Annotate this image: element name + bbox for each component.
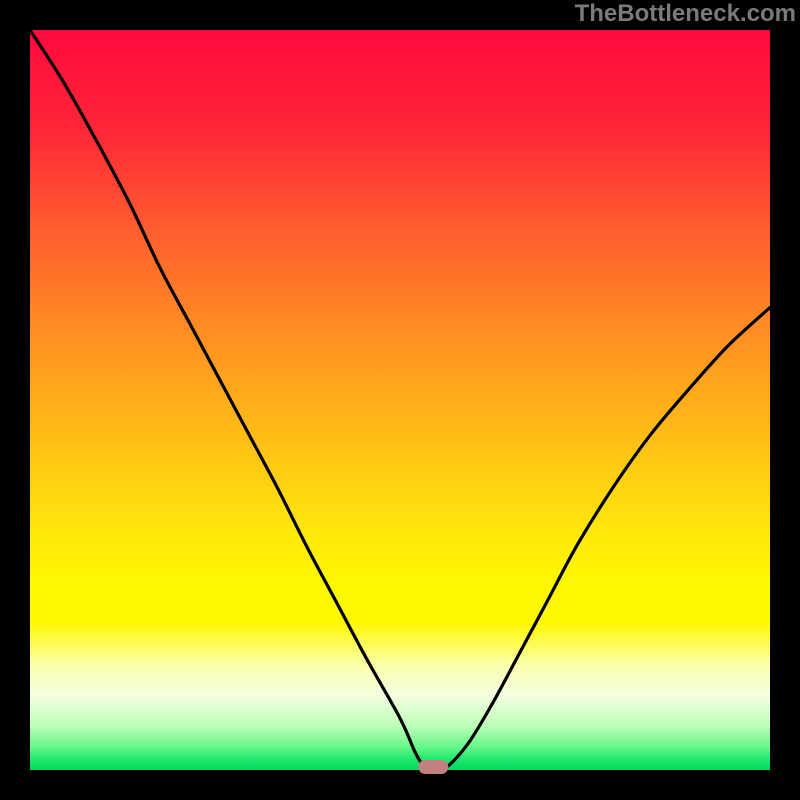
bottleneck-chart [0, 0, 800, 800]
optimum-marker [418, 760, 448, 774]
chart-root: TheBottleneck.com [0, 0, 800, 800]
plot-background [30, 30, 770, 770]
